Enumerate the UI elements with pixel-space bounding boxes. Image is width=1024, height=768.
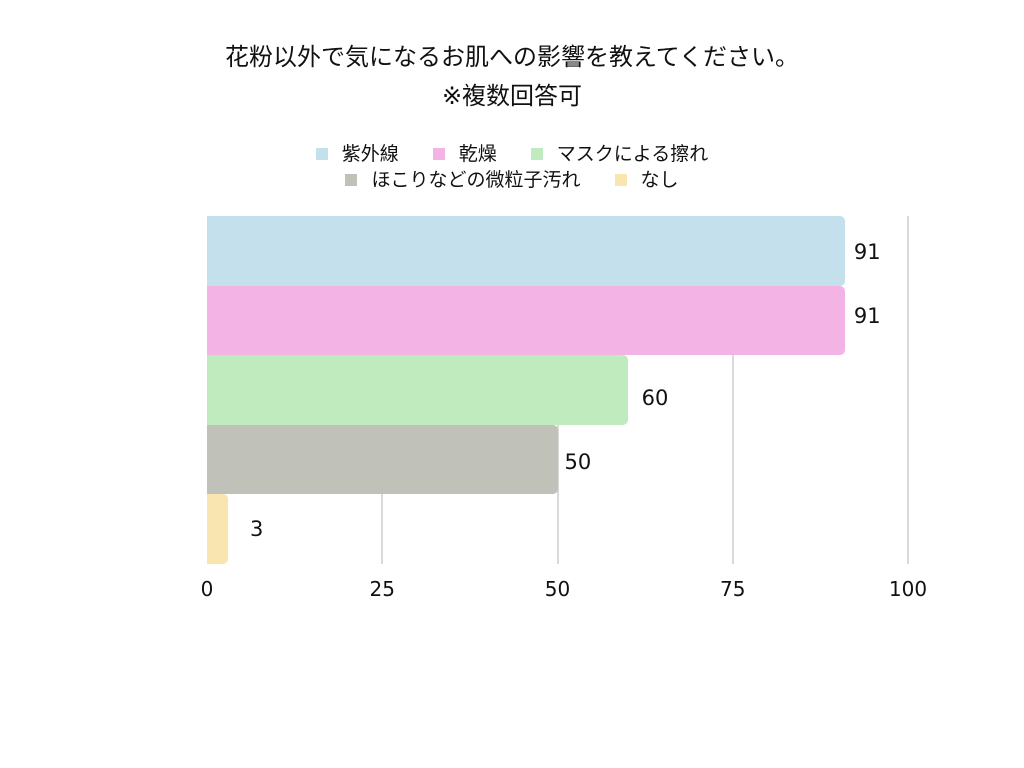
plot-area: 91 91 60 50 3 (207, 216, 909, 564)
legend-swatch-icon (345, 174, 358, 186)
legend-label: なし (640, 169, 679, 191)
legend-label: ほこりなどの微粒子汚れ (371, 169, 581, 191)
legend-row-1: 紫外線 乾燥 マスクによる擦れ (0, 141, 1024, 167)
legend-label: 紫外線 (341, 143, 399, 165)
data-label: 50 (564, 449, 592, 474)
legend-label: 乾燥 (458, 143, 497, 165)
legend-item-dryness[interactable]: 乾燥 (432, 141, 497, 167)
gridline (731, 216, 734, 564)
gridline (907, 216, 909, 564)
chart-subtitle: ※複数回答可 (441, 82, 583, 110)
data-label: 3 (250, 517, 264, 542)
data-label: 60 (641, 386, 669, 411)
chart-title: 花粉以外で気になるお肌への影響を教えてください。 (224, 43, 800, 71)
legend-swatch-icon (432, 148, 445, 160)
x-tick-label: 75 (720, 577, 746, 601)
legend-item-mask-friction[interactable]: マスクによる擦れ (530, 141, 709, 167)
x-tick-label: 50 (544, 577, 571, 601)
x-tick-label: 100 (888, 577, 928, 601)
bar-4[interactable] (207, 494, 229, 564)
x-tick-label: 0 (200, 577, 214, 601)
legend-item-dust[interactable]: ほこりなどの微粒子汚れ (345, 167, 581, 193)
legend-item-uv[interactable]: 紫外線 (315, 141, 399, 167)
bar-1[interactable] (207, 285, 845, 356)
legend-swatch-icon (315, 148, 328, 160)
bar-2[interactable] (207, 355, 628, 425)
legend-swatch-icon (614, 174, 627, 186)
legend-label: マスクによる擦れ (556, 143, 709, 165)
legend-row-2: ほこりなどの微粒子汚れ なし (0, 167, 1024, 193)
legend-swatch-icon (530, 148, 543, 160)
data-label: 91 (853, 240, 881, 265)
bar-3[interactable] (207, 424, 558, 495)
data-label: 91 (853, 303, 881, 328)
x-tick-label: 25 (369, 577, 395, 601)
legend-item-none[interactable]: なし (614, 167, 679, 193)
bar-0[interactable] (207, 216, 845, 286)
